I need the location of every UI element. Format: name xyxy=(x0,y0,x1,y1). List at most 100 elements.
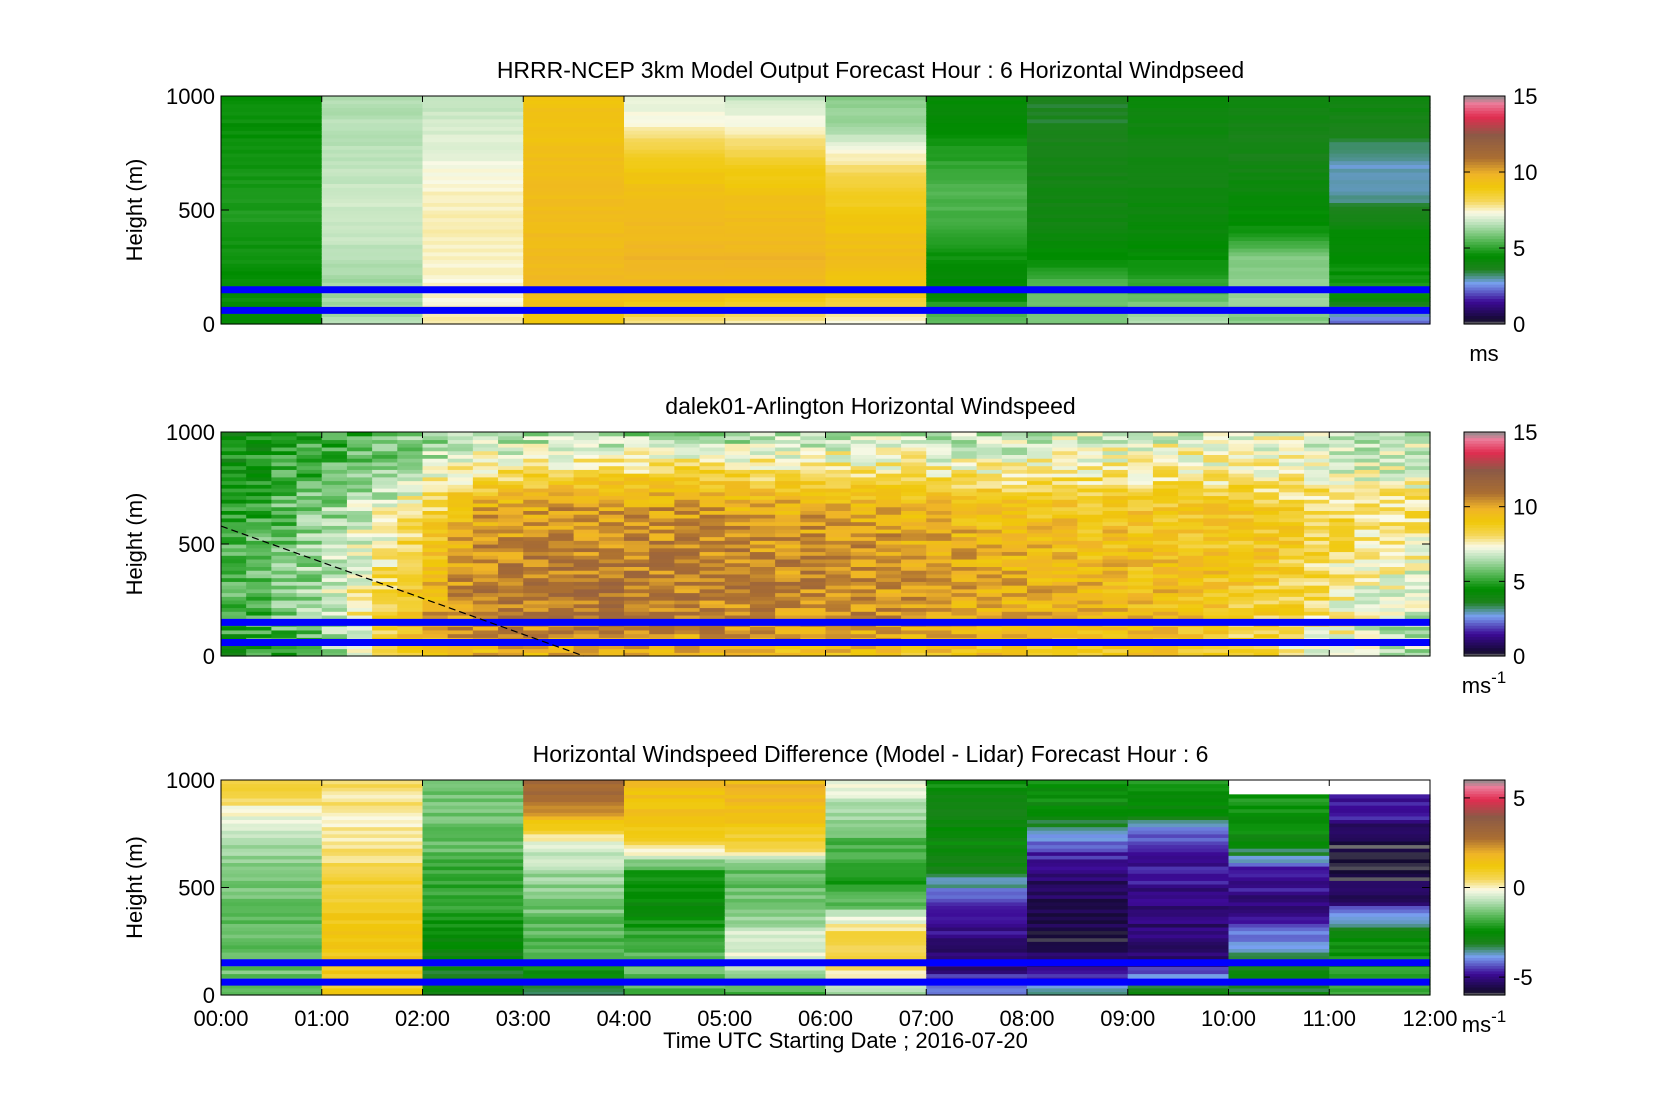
colorbar-band xyxy=(1464,782,1505,786)
colorbar-unit-superscript: -1 xyxy=(1491,1007,1506,1026)
heatmap-cell xyxy=(447,607,474,612)
heatmap-cell xyxy=(1253,558,1280,564)
heatmap-cell xyxy=(523,164,625,169)
heatmap-cell xyxy=(1178,469,1204,474)
colorbar-band xyxy=(1464,321,1505,325)
heatmap-cell xyxy=(1127,495,1154,500)
heatmap-cell xyxy=(598,633,625,638)
heatmap-cell xyxy=(1001,547,1028,553)
heatmap-cell xyxy=(447,499,474,504)
heatmap-cell xyxy=(523,916,625,921)
heatmap-cell xyxy=(1001,461,1028,467)
heatmap-cell xyxy=(1178,626,1204,631)
heatmap-cell xyxy=(1404,614,1431,620)
heatmap-cell xyxy=(221,293,323,298)
heatmap-cell xyxy=(624,837,726,842)
heatmap-cell xyxy=(1404,476,1431,482)
heatmap-cell xyxy=(1127,282,1230,287)
heatmap-cell xyxy=(1379,458,1406,463)
heatmap-cell xyxy=(548,592,575,597)
heatmap-cell xyxy=(800,532,827,538)
heatmap-cell xyxy=(598,514,625,519)
heatmap-cell xyxy=(296,514,323,519)
heatmap-cell xyxy=(1027,588,1053,594)
heatmap-cell xyxy=(321,547,348,553)
heatmap-cell xyxy=(1329,797,1431,803)
heatmap-cell xyxy=(296,644,323,650)
heatmap-cell xyxy=(1329,499,1356,504)
heatmap-cell xyxy=(573,532,600,538)
heatmap-cell xyxy=(296,506,323,511)
heatmap-cell xyxy=(1027,495,1053,500)
colorbar-band xyxy=(1464,577,1505,581)
heatmap-cell xyxy=(926,562,953,567)
heatmap-cell xyxy=(926,644,953,650)
heatmap-cell xyxy=(221,883,323,889)
heatmap-cell xyxy=(800,555,827,560)
heatmap-cell xyxy=(624,812,726,817)
heatmap-cell xyxy=(1379,432,1406,437)
heatmap-cell xyxy=(724,898,827,903)
heatmap-cell xyxy=(321,206,424,211)
heatmap-cell xyxy=(1178,435,1204,441)
heatmap-cell xyxy=(1228,187,1330,192)
y-axis-label: Height (m) xyxy=(122,159,147,262)
heatmap-cell xyxy=(346,476,373,482)
heatmap-cell xyxy=(724,263,827,268)
heatmap-cell xyxy=(296,499,323,504)
heatmap-cell xyxy=(372,570,398,575)
heatmap-cell xyxy=(926,898,1028,903)
heatmap-cell xyxy=(699,581,726,586)
heatmap-cell xyxy=(825,251,927,257)
heatmap-cell xyxy=(573,521,600,526)
heatmap-cell xyxy=(1228,259,1330,264)
heatmap-cell xyxy=(1152,644,1179,650)
heatmap-cell xyxy=(775,644,801,650)
heatmap-cell xyxy=(901,648,927,653)
heatmap-cell xyxy=(1228,495,1255,500)
heatmap-cell xyxy=(951,432,978,437)
heatmap-cell xyxy=(1178,596,1204,601)
heatmap-cell xyxy=(749,581,776,586)
heatmap-cell xyxy=(1228,107,1330,112)
heatmap-cell xyxy=(1203,633,1230,638)
heatmap-cell xyxy=(523,558,550,564)
heatmap-cell xyxy=(624,443,650,448)
heatmap-cell xyxy=(674,611,701,616)
heatmap-cell xyxy=(422,562,449,567)
heatmap-cell xyxy=(724,955,827,960)
heatmap-cell xyxy=(1228,153,1330,158)
heatmap-cell xyxy=(1379,614,1406,620)
heatmap-cell xyxy=(1253,629,1280,635)
x-axis-label: Time UTC Starting Date ; 2016-07-20 xyxy=(663,1028,1028,1053)
heatmap-cell xyxy=(926,923,1028,928)
heatmap-cell xyxy=(1052,446,1078,452)
heatmap-cell xyxy=(724,840,827,846)
heatmap-cell xyxy=(447,551,474,556)
heatmap-cell xyxy=(1203,603,1230,609)
heatmap-cell xyxy=(321,801,424,806)
heatmap-cell xyxy=(1304,633,1330,638)
heatmap-cell xyxy=(321,202,424,207)
heatmap-cell xyxy=(951,536,978,541)
heatmap-cell xyxy=(1027,236,1129,241)
colorbar-band xyxy=(1464,817,1505,821)
heatmap-cell xyxy=(926,160,1028,165)
heatmap-cell xyxy=(825,555,852,560)
heatmap-cell xyxy=(825,858,927,864)
heatmap-cell xyxy=(1178,488,1204,493)
heatmap-cell xyxy=(1001,443,1028,448)
heatmap-cell xyxy=(926,118,1028,124)
heatmap-cell xyxy=(875,488,902,493)
heatmap-cell xyxy=(422,840,524,846)
heatmap-cell xyxy=(1329,862,1431,867)
heatmap-cell xyxy=(1228,263,1330,268)
heatmap-cell xyxy=(1329,282,1431,287)
heatmap-cell xyxy=(1278,585,1305,590)
heatmap-cell xyxy=(775,432,801,437)
heatmap-cell xyxy=(1228,540,1255,545)
heatmap-cell xyxy=(674,573,701,579)
heatmap-cell xyxy=(1001,585,1028,590)
heatmap-cell xyxy=(775,499,801,504)
heatmap-cell xyxy=(775,476,801,482)
